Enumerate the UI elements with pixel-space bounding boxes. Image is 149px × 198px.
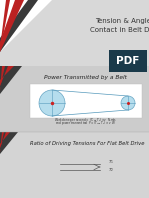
Text: Power Transmitted by a Belt: Power Transmitted by a Belt xyxy=(44,75,127,81)
Bar xyxy=(0,0,149,66)
Polygon shape xyxy=(0,66,22,94)
Polygon shape xyxy=(0,0,10,52)
Bar xyxy=(30,84,142,118)
Polygon shape xyxy=(0,0,52,52)
Text: $T_2$: $T_2$ xyxy=(108,166,114,174)
Polygon shape xyxy=(0,66,5,91)
Polygon shape xyxy=(0,0,24,52)
Text: PDF: PDF xyxy=(116,56,140,66)
Text: Tension & Angle of
Contact in Belt Drives: Tension & Angle of Contact in Belt Drive… xyxy=(90,18,149,33)
Polygon shape xyxy=(0,132,18,154)
Polygon shape xyxy=(0,132,4,152)
Polygon shape xyxy=(0,132,10,148)
Bar xyxy=(109,50,147,72)
Text: and power transmitted  $P = (T_1 - T_2)\times v$  W: and power transmitted $P = (T_1 - T_2)\t… xyxy=(55,119,117,127)
Bar xyxy=(0,132,149,198)
Text: Work done per second = $(T_1 - T_2)\times v$  N.m/s: Work done per second = $(T_1 - T_2)\time… xyxy=(55,116,118,124)
Text: Ratio of Driving Tensions For Flat Belt Drive: Ratio of Driving Tensions For Flat Belt … xyxy=(30,142,144,147)
Circle shape xyxy=(39,90,65,116)
Polygon shape xyxy=(0,0,38,52)
Bar xyxy=(0,66,149,132)
Polygon shape xyxy=(0,66,14,86)
Text: $T_1$: $T_1$ xyxy=(108,158,114,166)
Circle shape xyxy=(121,96,135,110)
